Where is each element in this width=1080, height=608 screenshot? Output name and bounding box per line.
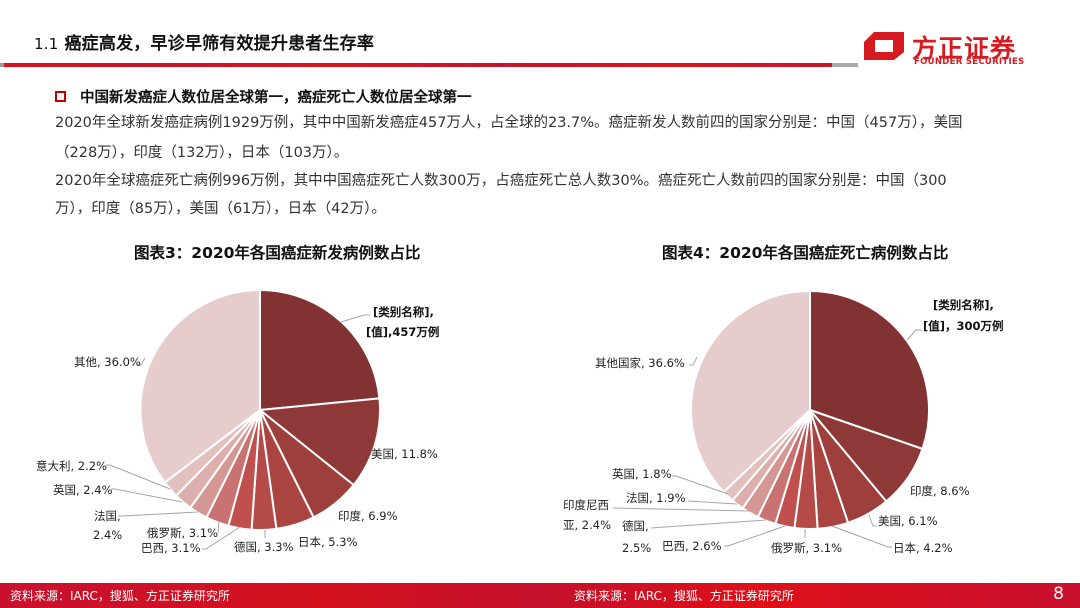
label-japan-mortality: 日本, 4.2%: [893, 541, 953, 555]
label-italy-incidence: 意大利, 2.2%: [36, 459, 107, 473]
label-us-incidence: 美国, 11.8%: [371, 447, 438, 461]
label-other-incidence: 其他, 36.0%: [74, 355, 141, 369]
logo-name-en: FOUNDER SECURITIES: [914, 57, 1025, 67]
slice-other: [139, 288, 261, 484]
label-china-mortality-1: [类别名称],: [933, 298, 994, 312]
pie-chart-mortality: [690, 289, 930, 530]
slice-china: [809, 289, 930, 451]
label-china-incidence-2: [值],457万例: [366, 325, 439, 339]
label-france-incidence-2: 2.4%: [93, 528, 122, 542]
section-number: 1.1: [34, 35, 59, 53]
label-france-incidence-1: 法国,: [94, 509, 121, 523]
leader-lines-mortality: [612, 329, 922, 548]
header-bar-cap: [0, 63, 4, 67]
label-other-mortality: 其他国家, 36.6%: [595, 356, 685, 370]
label-china-mortality-2: [值]，300万例: [923, 319, 1004, 333]
label-france-mortality: 法国, 1.9%: [626, 491, 686, 505]
paragraph-incidence-line2: （228万），印度（132万），日本（103万）。: [55, 145, 349, 161]
label-brazil-incidence: 巴西, 3.1%: [141, 541, 201, 555]
label-germany-mortality-2: 2.5%: [622, 541, 651, 555]
label-india-mortality: 印度, 8.6%: [910, 484, 970, 498]
section-title: 癌症高发，早诊早筛有效提升患者生存率: [64, 34, 375, 54]
footer-source-right: 资料来源：IARC，搜狐、方正证券研究所: [574, 589, 794, 603]
footer-source-left: 资料来源：IARC，搜狐、方正证券研究所: [10, 589, 230, 603]
label-germany-incidence: 德国, 3.3%: [234, 540, 294, 554]
label-china-incidence-1: [类别名称],: [373, 305, 434, 319]
pie-chart-incidence: [139, 288, 381, 531]
founder-logo-icon: [864, 32, 904, 60]
header-bar-tail: [832, 63, 858, 67]
label-russia-incidence: 俄罗斯, 3.1%: [147, 526, 218, 540]
paragraph-mortality-line1: 2020年全球癌症死亡病例996万例，其中中国癌症死亡人数300万，占癌症死亡总…: [55, 173, 947, 189]
label-uk-mortality: 英国, 1.8%: [612, 467, 672, 481]
founder-securities-logo: 方正证券 FOUNDER SECURITIES: [862, 30, 1052, 70]
bullet-heading: 中国新发癌症人数位居全球第一，癌症死亡人数位居全球第一: [55, 86, 472, 107]
label-uk-incidence: 英国, 2.4%: [53, 483, 113, 497]
chart-title-incidence: 图表3：2020年各国癌症新发病例数占比: [134, 244, 421, 262]
page-title: 1.1 癌症高发，早诊早筛有效提升患者生存率: [34, 29, 374, 54]
label-japan-incidence: 日本, 5.3%: [298, 535, 358, 549]
slice-china: [259, 288, 381, 412]
header-divider-bar: [4, 63, 832, 67]
paragraph-incidence-line1: 2020年全球新发癌症病例1929万例，其中中国新发癌症457万人，占全球的23…: [55, 115, 963, 131]
label-russia-mortality: 俄罗斯, 3.1%: [771, 541, 842, 555]
page-number: 8: [1053, 584, 1064, 604]
leader-lines-incidence: [106, 314, 370, 550]
label-indonesia-mortality-2: 亚, 2.4%: [563, 518, 611, 532]
logo-name-cn: 方正证券: [912, 34, 1017, 63]
slice-other: [690, 289, 811, 494]
chart-title-mortality: 图表4：2020年各国癌症死亡病例数占比: [662, 244, 949, 262]
slice-us: [257, 397, 381, 487]
label-germany-mortality-1: 德国,: [622, 519, 649, 533]
label-indonesia-mortality-1: 印度尼西: [563, 498, 609, 512]
paragraph-mortality-line2: 万），印度（85万），美国（61万），日本（42万）。: [55, 201, 386, 217]
footer-bar: 资料来源：IARC，搜狐、方正证券研究所 资料来源：IARC，搜狐、方正证券研究…: [0, 583, 1080, 608]
hollow-square-bullet-icon: [55, 91, 66, 102]
label-brazil-mortality: 巴西, 2.6%: [662, 539, 722, 553]
label-india-incidence: 印度, 6.9%: [338, 509, 398, 523]
bullet-heading-text: 中国新发癌症人数位居全球第一，癌症死亡人数位居全球第一: [80, 90, 472, 106]
label-us-mortality: 美国, 6.1%: [878, 514, 938, 528]
